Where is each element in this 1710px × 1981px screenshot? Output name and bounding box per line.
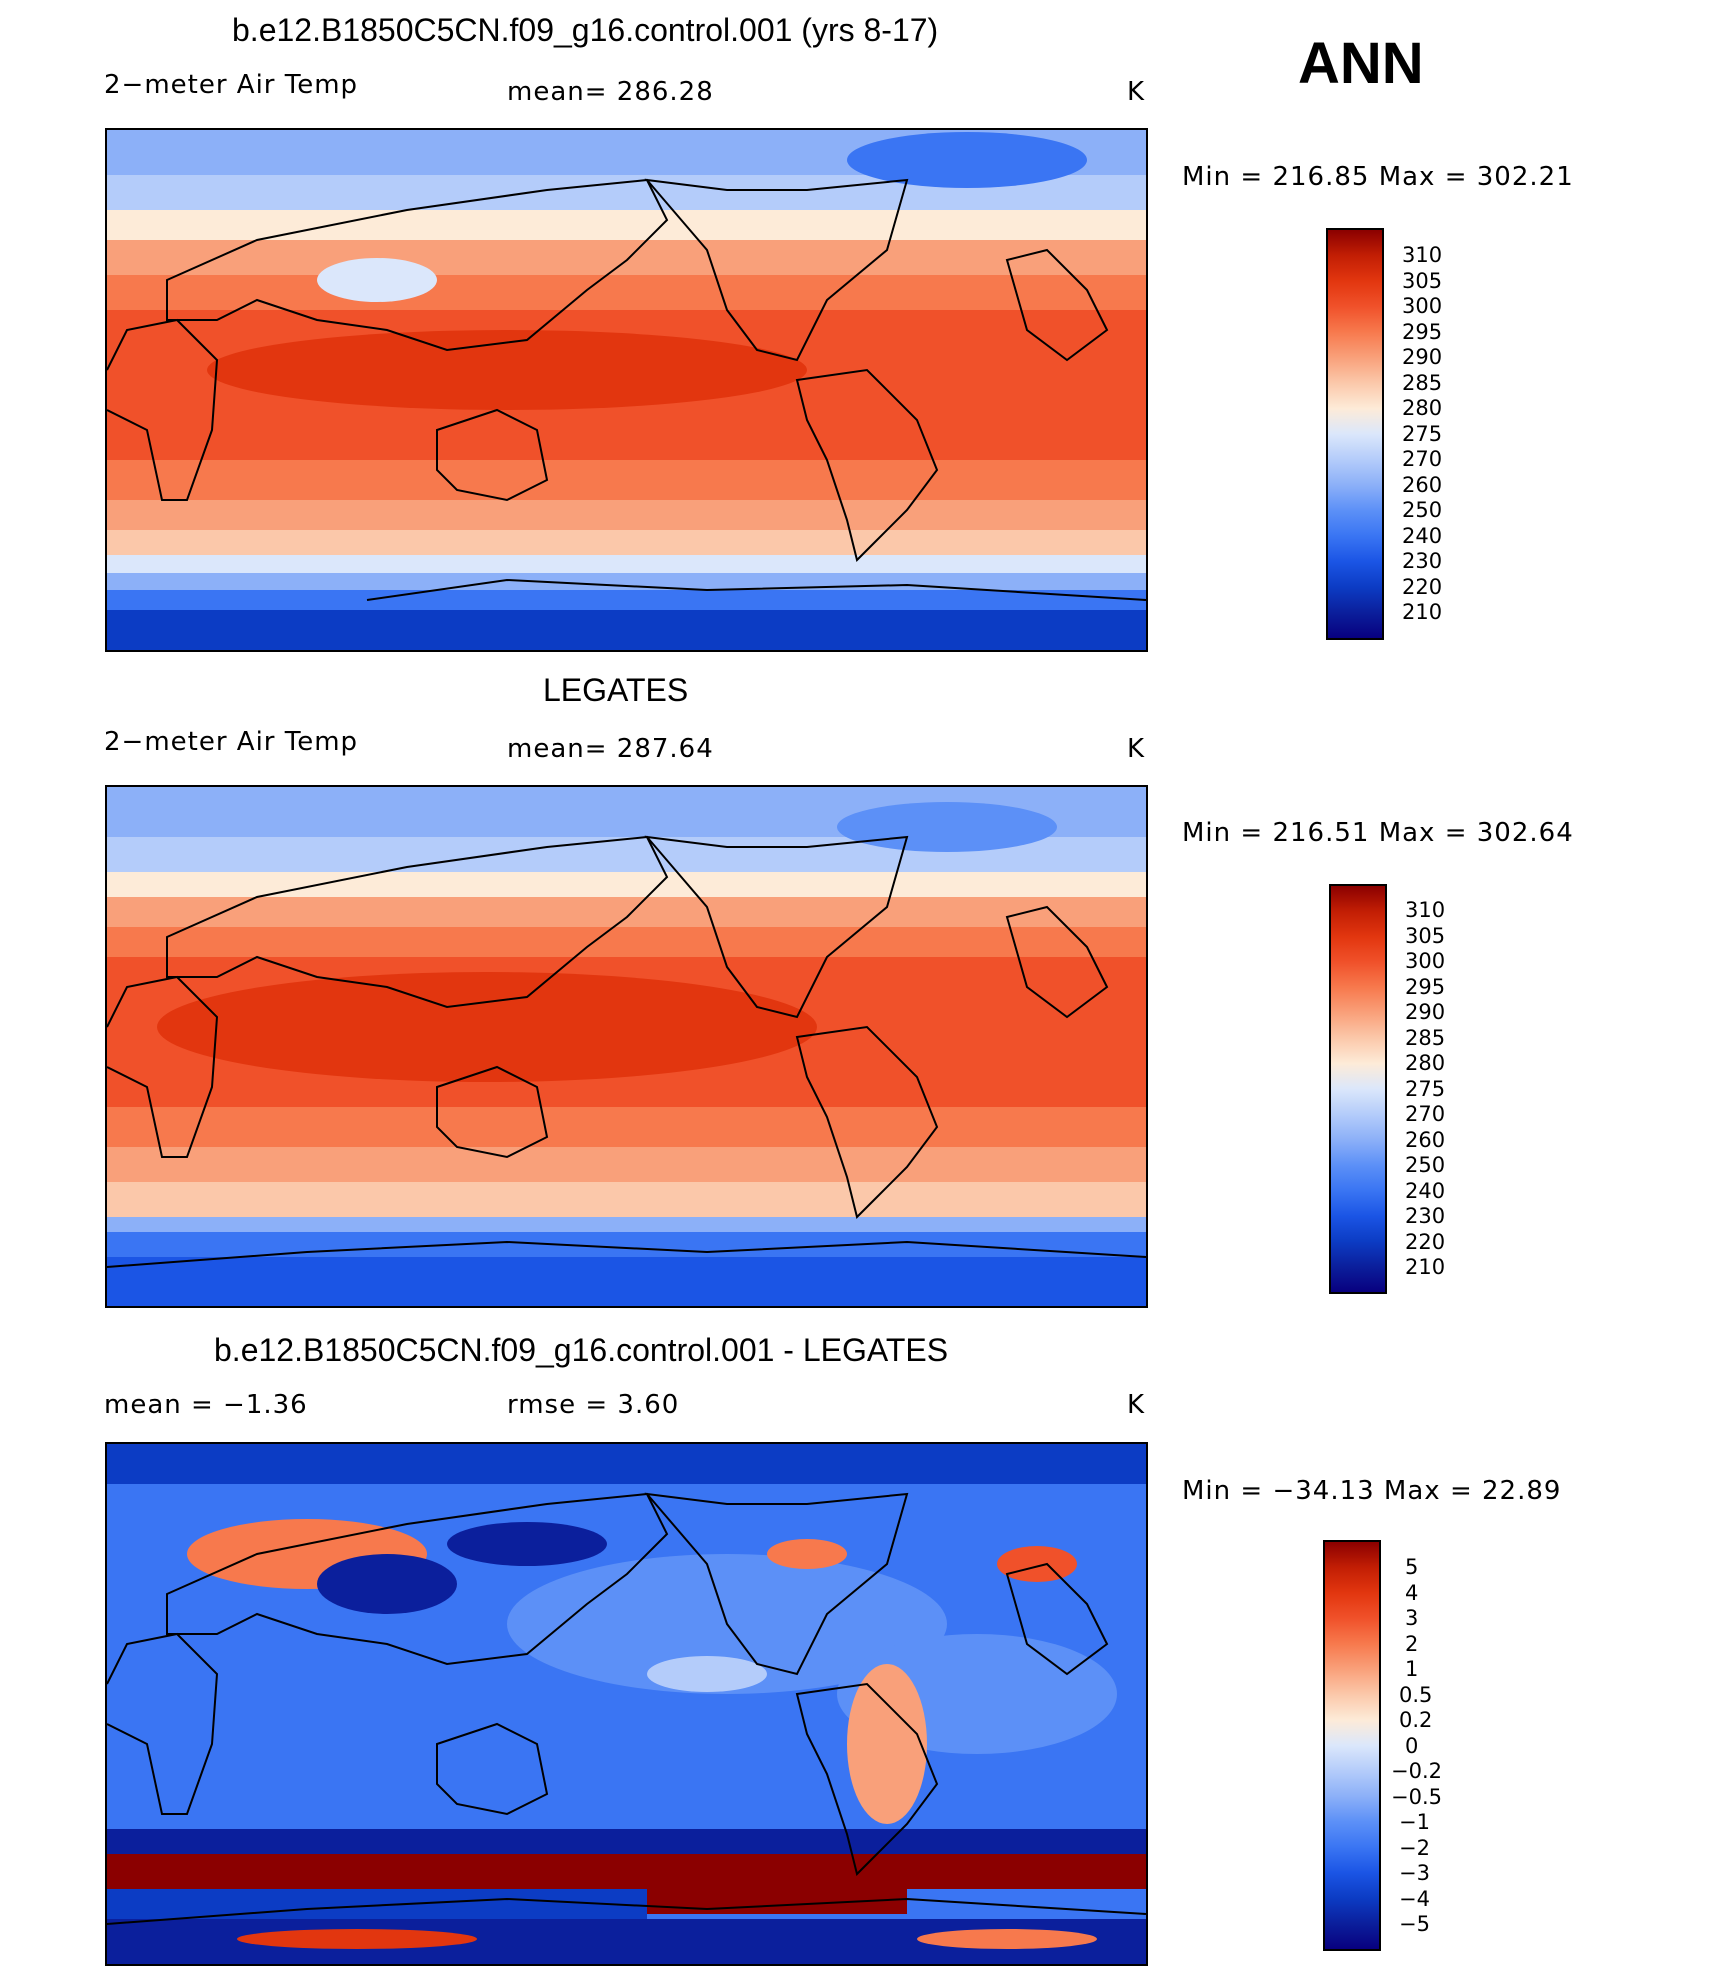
colorbar-tick: 290 — [1402, 345, 1443, 369]
panel1-minmax-label: Min = 216.85 Max = 302.21 — [1182, 162, 1574, 192]
colorbar-tick: 260 — [1405, 1128, 1446, 1152]
season-label: ANN — [1298, 31, 1424, 96]
panel3-minmax-label: Min = −34.13 Max = 22.89 — [1182, 1476, 1562, 1506]
panel1-units-label: K — [1127, 77, 1146, 107]
panel2-variable-label: 2−meter Air Temp — [104, 727, 359, 757]
colorbar-tick: 230 — [1405, 1204, 1446, 1228]
colorbar-tick: 240 — [1405, 1179, 1446, 1203]
colorbar-tick: 0 — [1405, 1734, 1419, 1758]
colorbar-tick: 230 — [1402, 549, 1443, 573]
colorbar-tick: −5 — [1399, 1912, 1430, 1936]
colorbar-tick: 280 — [1405, 1051, 1446, 1075]
colorbar-tick: 285 — [1405, 1026, 1446, 1050]
panel3-rmse-label: rmse = 3.60 — [507, 1390, 680, 1420]
panel2-units-label: K — [1127, 734, 1146, 764]
colorbar-tick: 220 — [1402, 575, 1443, 599]
panel1-colorbar-gradient — [1326, 228, 1384, 640]
colorbar-tick: −3 — [1399, 1861, 1430, 1885]
panel2-colorbar-gradient — [1329, 884, 1387, 1294]
panel2-mean-label: mean= 287.64 — [507, 734, 714, 764]
panel3-difference-map — [105, 1442, 1148, 1966]
colorbar-tick: 310 — [1405, 898, 1446, 922]
colorbar-tick: 300 — [1402, 294, 1443, 318]
colorbar-tick: 280 — [1402, 396, 1443, 420]
panel1-colorbar: 310 305 300 295 290 285 280 275 270 260 … — [1326, 228, 1486, 640]
colorbar-tick: 285 — [1402, 371, 1443, 395]
panel1-model-map — [105, 128, 1148, 652]
colorbar-tick: 300 — [1405, 949, 1446, 973]
colorbar-tick: 1 — [1405, 1657, 1419, 1681]
colorbar-tick: 270 — [1402, 447, 1443, 471]
colorbar-tick: 310 — [1402, 243, 1443, 267]
colorbar-tick: 275 — [1402, 422, 1443, 446]
panel1-title: b.e12.B1850C5CN.f09_g16.control.001 (yrs… — [232, 12, 939, 48]
colorbar-tick: 5 — [1405, 1555, 1419, 1579]
colorbar-tick: 250 — [1402, 498, 1443, 522]
colorbar-tick: −0.2 — [1391, 1759, 1442, 1783]
panel3-colorbar: 5 4 3 2 1 0.5 0.2 0 −0.2 −0.5 −1 −2 −3 −… — [1323, 1540, 1483, 1951]
colorbar-tick: 260 — [1402, 473, 1443, 497]
colorbar-tick: 210 — [1405, 1255, 1446, 1279]
colorbar-tick: 210 — [1402, 600, 1443, 624]
panel3-title: b.e12.B1850C5CN.f09_g16.control.001 - LE… — [214, 1332, 949, 1368]
panel2-colorbar: 310 305 300 295 290 285 280 275 270 260 … — [1329, 884, 1489, 1294]
panel2-minmax-label: Min = 216.51 Max = 302.64 — [1182, 818, 1574, 848]
colorbar-tick: 4 — [1405, 1581, 1419, 1605]
panel2-title: LEGATES — [543, 672, 689, 708]
colorbar-tick: 240 — [1402, 524, 1443, 548]
colorbar-tick: −1 — [1399, 1810, 1430, 1834]
colorbar-tick: 2 — [1405, 1632, 1419, 1656]
colorbar-tick: −0.5 — [1391, 1785, 1442, 1809]
colorbar-tick: −4 — [1399, 1887, 1430, 1911]
colorbar-tick: 0.5 — [1399, 1683, 1433, 1707]
panel1-mean-label: mean= 286.28 — [507, 77, 714, 107]
colorbar-tick: 305 — [1402, 269, 1443, 293]
colorbar-tick: −2 — [1399, 1836, 1430, 1860]
panel2-observation-map — [105, 785, 1148, 1308]
colorbar-tick: 270 — [1405, 1102, 1446, 1126]
colorbar-tick: 295 — [1402, 320, 1443, 344]
colorbar-tick: 295 — [1405, 975, 1446, 999]
colorbar-tick: 290 — [1405, 1000, 1446, 1024]
colorbar-tick: 305 — [1405, 924, 1446, 948]
panel3-mean-label: mean = −1.36 — [104, 1390, 308, 1420]
panel3-colorbar-gradient — [1323, 1540, 1381, 1951]
colorbar-tick: 3 — [1405, 1606, 1419, 1630]
colorbar-tick: 250 — [1405, 1153, 1446, 1177]
panel3-units-label: K — [1127, 1390, 1146, 1420]
colorbar-tick: 275 — [1405, 1077, 1446, 1101]
panel1-variable-label: 2−meter Air Temp — [104, 70, 359, 100]
colorbar-tick: 0.2 — [1399, 1708, 1433, 1732]
colorbar-tick: 220 — [1405, 1230, 1446, 1254]
